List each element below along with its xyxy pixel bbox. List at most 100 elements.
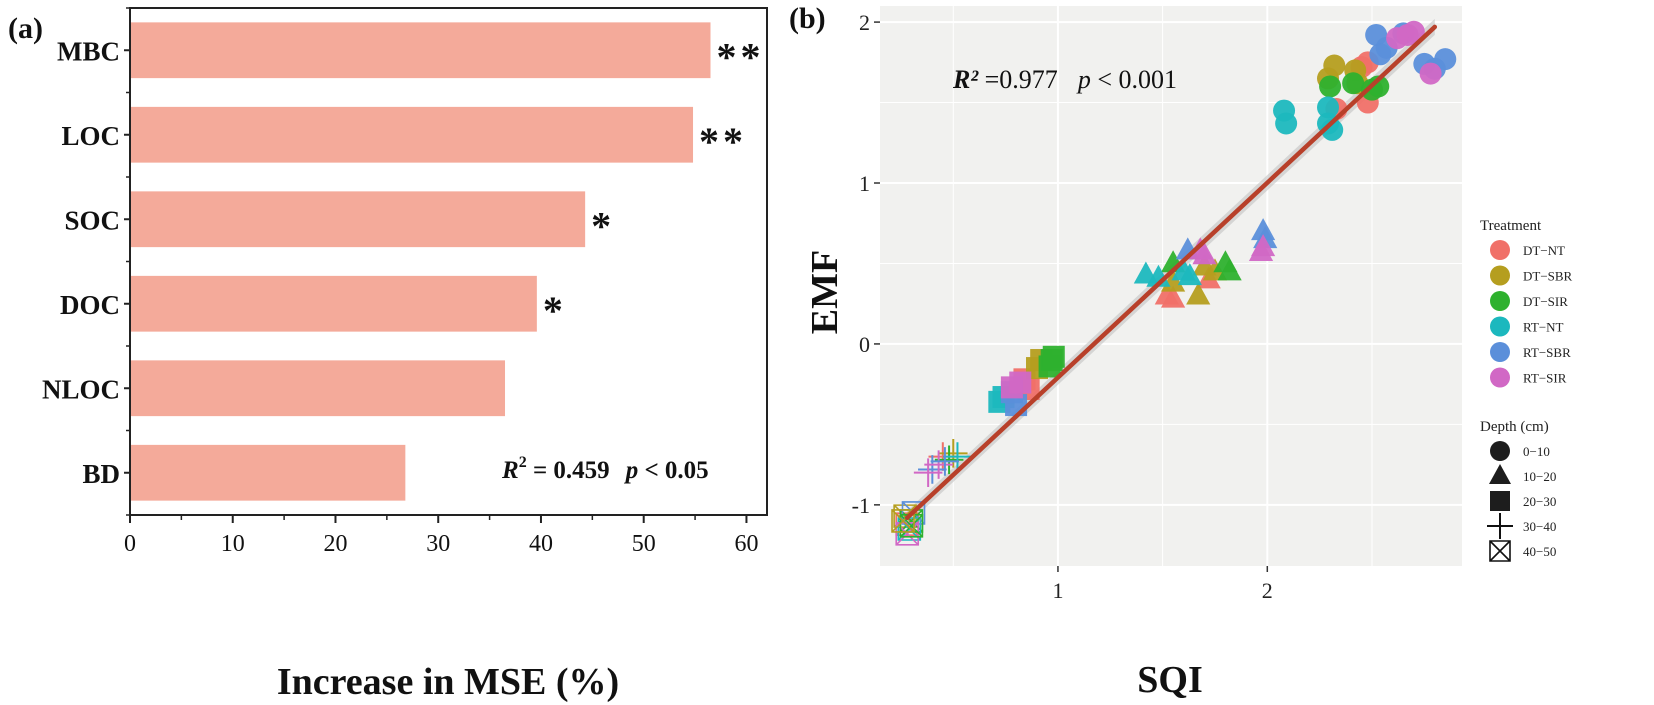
y-axis-title-b: EMF <box>804 250 846 334</box>
data-point <box>913 458 943 487</box>
legend-treatment: Treatment DT−NT DT−SBR DT−SIR RT−NT RT−SBR RT… <box>1480 218 1573 388</box>
legend-swatch-5 <box>1490 367 1510 388</box>
data-point <box>930 447 960 476</box>
bar-mbc <box>131 22 711 79</box>
bar-bd <box>131 444 406 501</box>
legend-treatment-label: DT−SBR <box>1523 269 1573 284</box>
r2-annotation-b: R² =0.977 p < 0.001 <box>952 65 1177 94</box>
legend-depth: Depth (cm) 0−10 10−20 20−30 30−40 40−50 <box>1480 419 1556 562</box>
p-label-b: p <box>1076 65 1091 94</box>
legend-treatment-title: Treatment <box>1480 218 1542 234</box>
legend-depth-label: 20−30 <box>1523 494 1556 509</box>
data-point <box>943 442 972 471</box>
y-axis-ticks: MBC LOC SOC DOC NLOC BD <box>42 7 130 516</box>
legend-treatment-label: DT−SIR <box>1523 294 1568 309</box>
scatter-points <box>891 20 1457 546</box>
data-point <box>1419 62 1442 85</box>
y-tick-label-b: -1 <box>852 493 870 518</box>
x-tick-label-30: 30 <box>426 531 450 557</box>
legend-shape-plus <box>1487 513 1513 539</box>
x-tick-label-10: 10 <box>221 531 245 557</box>
bars-layer: ****** <box>131 22 764 501</box>
x-tick-label-60: 60 <box>734 531 758 557</box>
data-point <box>1369 43 1392 66</box>
significance-doc: * <box>543 288 567 333</box>
bar-loc <box>131 106 694 163</box>
panel-b: (b) -1 0 1 2 1 2 R² =0.977 p < 0.001 SQI EMF T… <box>789 2 1573 701</box>
regression-line <box>904 24 1438 520</box>
data-point <box>1217 258 1242 281</box>
data-point <box>1042 345 1065 368</box>
r2-sup: 2 <box>519 454 527 471</box>
bar-doc <box>131 275 537 332</box>
data-point <box>1160 285 1186 308</box>
r2-value: = 0.459 <box>527 457 610 484</box>
r2-annotation-a: R2 = 0.459 p < 0.05 <box>501 454 709 484</box>
x-tick-label-0: 0 <box>124 531 136 557</box>
p-value-b: < 0.001 <box>1091 65 1177 94</box>
legend-shape-boxx <box>1489 540 1511 562</box>
data-point <box>938 439 968 468</box>
x-axis-title: Increase in MSE (%) <box>277 661 619 703</box>
data-point <box>1342 72 1365 95</box>
legend-depth-label: 10−20 <box>1523 469 1556 484</box>
r2-label: R <box>501 457 519 484</box>
legend-swatch-0 <box>1490 240 1510 260</box>
legend-swatch-4 <box>1490 342 1510 362</box>
legend-swatch-3 <box>1490 316 1510 337</box>
x-tick-label-b: 2 <box>1262 578 1273 603</box>
p-label: p <box>624 457 639 484</box>
y-tick-label-b: 1 <box>859 171 870 196</box>
legend-depth-label: 0−10 <box>1523 444 1550 459</box>
panel-a-frame <box>129 7 768 516</box>
legend-swatch-1 <box>1490 265 1510 286</box>
data-point <box>1009 371 1032 394</box>
legend-depth-label: 40−50 <box>1523 544 1556 559</box>
legend-shape-square <box>1490 491 1510 511</box>
panel-a-label: (a) <box>8 12 43 45</box>
bar-nloc <box>131 360 506 417</box>
significance-loc: ** <box>699 119 747 164</box>
data-point <box>1319 75 1342 98</box>
y-tick-label-soc: SOC <box>64 205 120 235</box>
panel-b-label: (b) <box>789 2 826 35</box>
data-point <box>1386 27 1409 50</box>
data-point <box>1177 263 1202 286</box>
data-point <box>1186 282 1211 305</box>
x-tick-label-20: 20 <box>323 531 347 557</box>
y-tick-label-bd: BD <box>82 459 120 489</box>
x-axis-title-b: SQI <box>1137 659 1202 701</box>
axis-ticks: -1 0 1 2 1 2 <box>852 10 1273 603</box>
r2-label-b: R² <box>952 65 979 94</box>
legend-shape-triangle <box>1489 464 1511 484</box>
significance-mbc: ** <box>716 34 764 79</box>
p-value: < 0.05 <box>638 457 709 484</box>
legend-treatment-label: RT−SBR <box>1523 345 1571 360</box>
x-tick-label-b: 1 <box>1052 578 1063 603</box>
y-tick-label-nloc: NLOC <box>42 374 120 404</box>
data-point <box>1275 112 1298 135</box>
data-point <box>1192 253 1217 276</box>
data-point <box>918 455 947 484</box>
x-tick-label-50: 50 <box>632 531 656 557</box>
r2-value-b: =0.977 <box>978 65 1058 94</box>
y-tick-label-b: 0 <box>859 332 870 357</box>
y-tick-label-loc: LOC <box>61 121 120 151</box>
data-point <box>899 513 924 538</box>
legend-treatment-label: DT−NT <box>1523 243 1565 258</box>
legend-shape-circle <box>1490 441 1510 461</box>
data-point <box>1360 78 1383 101</box>
significance-soc: * <box>591 203 615 248</box>
data-point <box>1317 96 1340 119</box>
y-tick-label-b: 2 <box>859 10 870 35</box>
data-point <box>1188 237 1213 260</box>
legend-swatch-2 <box>1490 291 1510 311</box>
bar-soc <box>131 191 586 248</box>
x-tick-label-40: 40 <box>529 531 553 557</box>
legend-treatment-label: RT−NT <box>1523 320 1564 335</box>
legend-treatment-label: RT−SIR <box>1523 371 1567 386</box>
x-axis-ticks: 0 10 20 30 40 50 60 <box>124 515 758 557</box>
data-point <box>1248 239 1274 262</box>
